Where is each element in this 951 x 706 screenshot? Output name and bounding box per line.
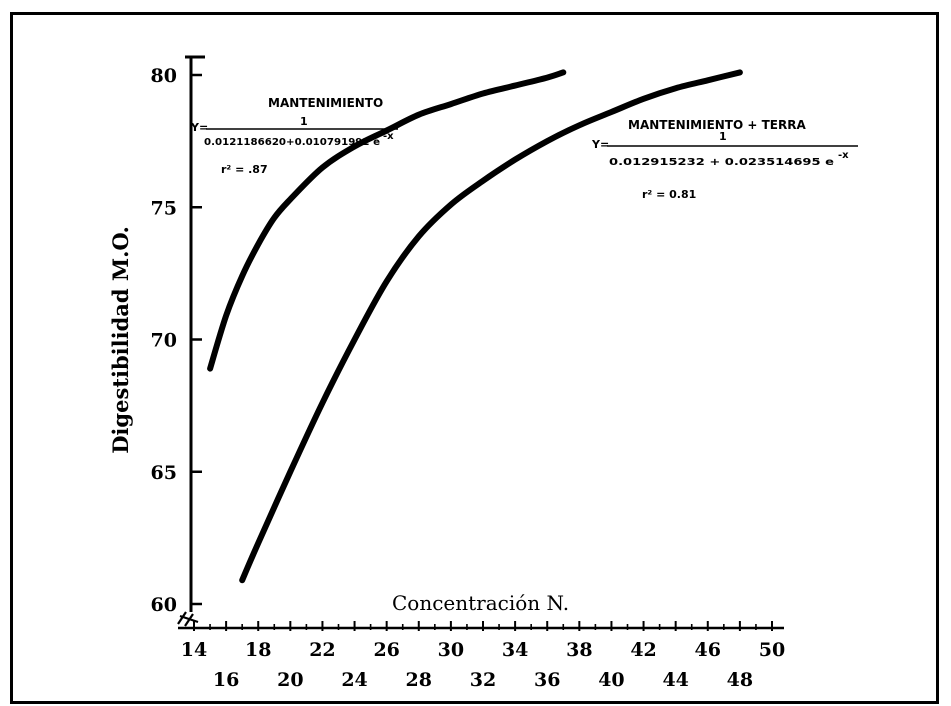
series-1-eq-exponent: -x	[383, 131, 394, 142]
y-axis-ticks: 60 65 70 75 80	[151, 65, 202, 616]
series-curves	[207, 69, 743, 584]
x-tick-label: 48	[727, 669, 753, 691]
x-tick-label: 18	[245, 639, 271, 661]
chart-frame	[10, 12, 939, 704]
x-tick-label: 36	[534, 669, 560, 691]
y-tick-label: 75	[151, 197, 177, 219]
annotation-series-1: MANTENIMIENTO Y= 1 0.0121186620+0.010791…	[190, 96, 398, 176]
series-2-eq-exponent: -x	[838, 150, 849, 161]
series-2-r2: r² = 0.81	[642, 188, 696, 201]
y-tick-label: 70	[151, 330, 177, 352]
series-1-eq-denominator: 0.0121186620+0.010791992 e	[204, 137, 380, 148]
series-1-eq-lhs: Y=	[190, 121, 208, 134]
x-tick-label: 40	[598, 669, 624, 691]
series-1-name: MANTENIMIENTO	[268, 96, 383, 110]
x-tick-label: 20	[277, 669, 303, 691]
x-tick-label: 46	[695, 639, 721, 661]
x-tick-label: 42	[630, 639, 656, 661]
y-tick-label: 80	[151, 65, 177, 87]
series-1-eq-numerator: 1	[300, 115, 308, 128]
x-tick-label: 16	[213, 669, 239, 691]
x-tick-label: 24	[341, 669, 367, 691]
series-2-line	[239, 69, 743, 584]
x-tick-label: 26	[373, 639, 399, 661]
annotation-series-2: MANTENIMIENTO + TERRA Y= 1 0.012915232 +…	[591, 118, 858, 201]
series-2-eq-numerator: 1	[719, 130, 727, 143]
y-tick-label: 65	[151, 462, 177, 484]
x-tick-label: 44	[662, 669, 688, 691]
series-1-line	[207, 69, 567, 372]
x-tick-label: 28	[406, 669, 432, 691]
series-2-eq-lhs: Y=	[591, 138, 609, 151]
y-tick-label: 60	[151, 594, 177, 616]
x-axis-ticks: 14 18 22 26 30 34 38 42 46 50 16 20 24 28 32 36 40 44 48	[181, 621, 785, 691]
x-axis-title: Concentración N.	[392, 591, 569, 615]
series-1-r2: r² = .87	[221, 163, 268, 176]
axes	[177, 55, 784, 630]
x-tick-label: 50	[759, 639, 785, 661]
x-tick-label: 38	[566, 639, 592, 661]
x-tick-label: 32	[470, 669, 496, 691]
x-tick-label: 22	[309, 639, 335, 661]
series-2-name: MANTENIMIENTO + TERRA	[628, 118, 806, 132]
x-tick-label: 34	[502, 639, 528, 661]
x-tick-label: 30	[438, 639, 464, 661]
x-tick-label: 14	[181, 639, 207, 661]
series-2-eq-denominator: 0.012915232 + 0.023514695 e	[609, 157, 834, 168]
y-axis-title: Digestibilidad M.O.	[108, 226, 133, 454]
